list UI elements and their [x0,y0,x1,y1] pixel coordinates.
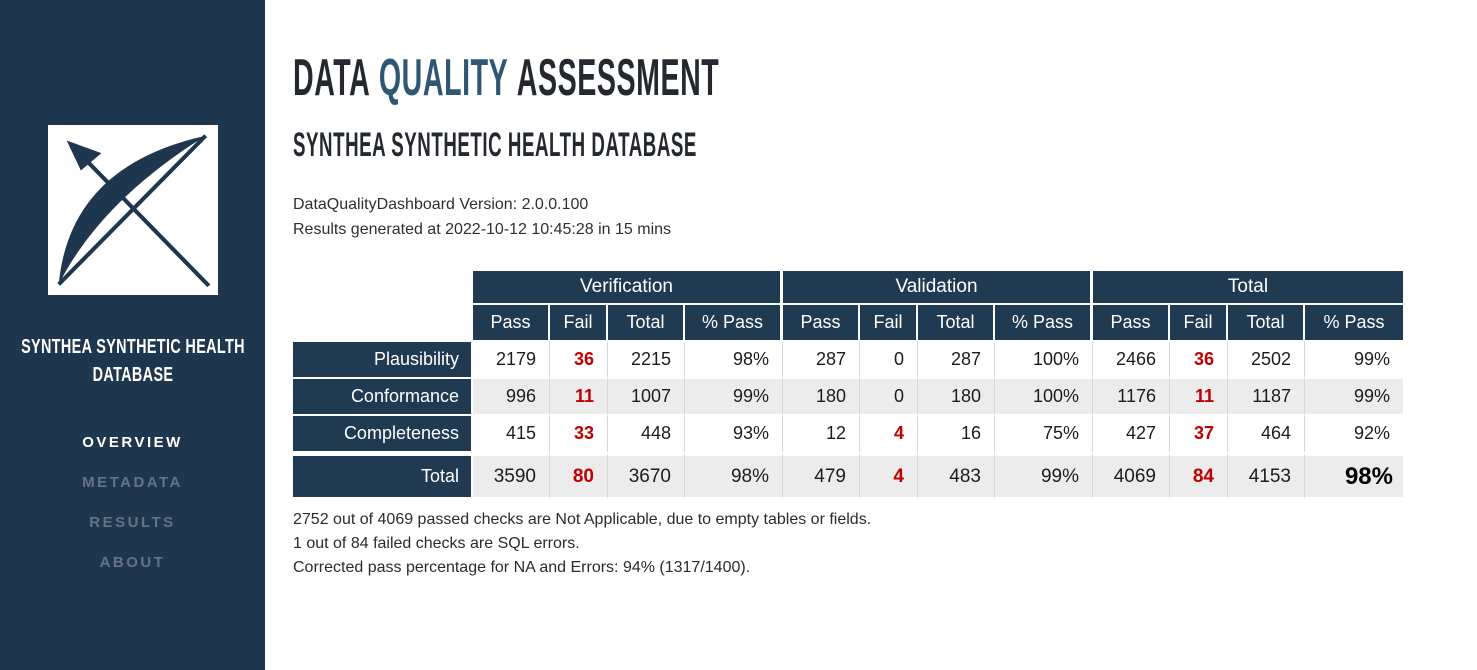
footnotes: 2752 out of 4069 passed checks are Not A… [293,508,1477,580]
value-cell: 2502 [1228,342,1305,379]
page-title: DATA QUALITY ASSESSMENT [293,48,1477,107]
group-header-cell: Validation [783,271,1093,305]
value-cell: 36 [1170,342,1228,379]
bow-and-arrow-icon [56,134,210,288]
table-row: Total 3590 80 3670 98% 479 4 483 99% 4069 84 4153 98… [293,453,1403,499]
value-cell: 100% [995,342,1093,379]
note-na: 2752 out of 4069 passed checks are Not A… [293,511,872,528]
value-cell: 448 [608,416,685,453]
value-cell: 2466 [1093,342,1170,379]
column-header-cell: Pass [1093,305,1170,342]
row-label-cell: Total [293,453,473,499]
column-header-cell: Total [608,305,685,342]
column-header-cell: Pass [473,305,550,342]
sidebar-item-about[interactable]: ABOUT [99,554,166,571]
column-header-cell: Total [918,305,995,342]
value-cell: 427 [1093,416,1170,453]
title-accent: QUALITY [378,49,509,107]
sidebar-item-results[interactable]: RESULTS [89,514,176,531]
column-header-cell: Fail [1170,305,1228,342]
value-cell: 996 [473,379,550,416]
row-label-cell: Conformance [293,379,473,416]
sidebar-item-overview[interactable]: OVERVIEW [82,434,183,451]
value-cell: 180 [783,379,860,416]
meta-info: DataQualityDashboard Version: 2.0.0.100 … [293,192,1477,242]
table-corner-cell [293,305,473,342]
column-header-cell: % Pass [995,305,1093,342]
sidebar: SYNTHEA SYNTHETIC HEALTH DATABASE OVERVI… [0,0,265,670]
value-cell: 287 [918,342,995,379]
sidebar-nav: OVERVIEW METADATA RESULTS ABOUT [82,411,183,571]
value-cell: 483 [918,453,995,499]
value-cell: 11 [1170,379,1228,416]
value-cell: 99% [1305,342,1403,379]
value-cell: 100% [995,379,1093,416]
value-cell: 4 [860,453,918,499]
value-cell: 99% [685,379,783,416]
value-cell: 84 [1170,453,1228,499]
value-cell: 2215 [608,342,685,379]
value-cell: 1176 [1093,379,1170,416]
value-cell: 0 [860,379,918,416]
group-header-cell: Verification [473,271,783,305]
column-header-cell: Pass [783,305,860,342]
note-corrected-pct: Corrected pass percentage for NA and Err… [293,559,751,576]
column-header-cell: Fail [860,305,918,342]
version-line: DataQualityDashboard Version: 2.0.0.100 [293,196,589,213]
value-cell: 4153 [1228,453,1305,499]
value-cell: 33 [550,416,608,453]
row-label-cell: Completeness [293,416,473,453]
value-cell: 98% [685,453,783,499]
generated-line: Results generated at 2022-10-12 10:45:28… [293,221,672,238]
value-cell: 3590 [473,453,550,499]
value-cell: 99% [995,453,1093,499]
main-content: DATA QUALITY ASSESSMENT SYNTHEA SYNTHETI… [265,0,1477,670]
sidebar-item-metadata[interactable]: METADATA [82,474,183,491]
value-cell: 75% [995,416,1093,453]
value-cell: 37 [1170,416,1228,453]
column-header-cell: Total [1228,305,1305,342]
value-cell: 3670 [608,453,685,499]
note-sql-errors: 1 out of 84 failed checks are SQL errors… [293,535,580,552]
row-label-cell: Plausibility [293,342,473,379]
value-cell: 36 [550,342,608,379]
value-cell: 98% [685,342,783,379]
value-cell: 98% [1305,453,1403,499]
value-cell: 11 [550,379,608,416]
quality-summary-table: Verification Validation Total Pass Fail Total… [293,271,1403,499]
table-row: Completeness 415 33 448 93% 12 4 16 75% 427 37 464 9… [293,416,1403,453]
sidebar-database-name: SYNTHEA SYNTHETIC HEALTH DATABASE [20,336,245,386]
value-cell: 4 [860,416,918,453]
value-cell: 287 [783,342,860,379]
value-cell: 0 [860,342,918,379]
table-row: Conformance 996 11 1007 99% 180 0 180 100% 1176 11… [293,379,1403,416]
value-cell: 4069 [1093,453,1170,499]
group-header-cell: Total [1093,271,1403,305]
value-cell: 16 [918,416,995,453]
value-cell: 464 [1228,416,1305,453]
app-logo [47,125,218,295]
value-cell: 180 [918,379,995,416]
value-cell: 80 [550,453,608,499]
value-cell: 415 [473,416,550,453]
database-subtitle: SYNTHEA SYNTHETIC HEALTH DATABASE [293,126,697,164]
title-part1: DATA [293,49,371,107]
value-cell: 479 [783,453,860,499]
title-part2: ASSESSMENT [516,49,720,107]
table-row: Plausibility 2179 36 2215 98% 287 0 287 100% 2466… [293,342,1403,379]
column-header-cell: Fail [550,305,608,342]
column-header-cell: % Pass [685,305,783,342]
value-cell: 93% [685,416,783,453]
column-header-cell: % Pass [1305,305,1403,342]
value-cell: 2179 [473,342,550,379]
value-cell: 12 [783,416,860,453]
value-cell: 1187 [1228,379,1305,416]
value-cell: 1007 [608,379,685,416]
value-cell: 92% [1305,416,1403,453]
table-corner-cell [293,271,473,305]
value-cell: 99% [1305,379,1403,416]
